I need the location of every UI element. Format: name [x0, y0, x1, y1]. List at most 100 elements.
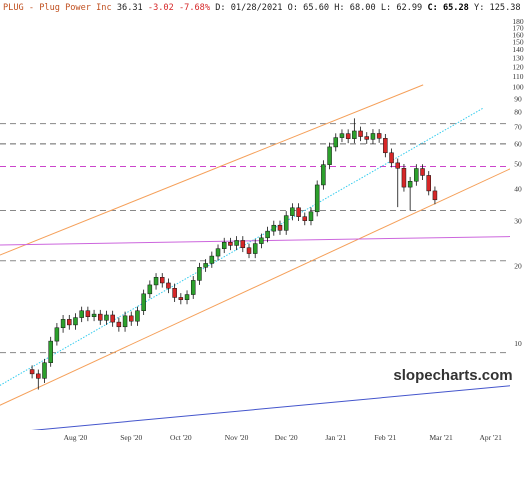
candle-body [389, 152, 394, 164]
x-tick-label: Nov '20 [225, 433, 249, 442]
candle-body [271, 224, 277, 232]
candle-body [172, 288, 177, 298]
candle-body [302, 216, 308, 221]
close: C: 65.28 [427, 3, 468, 13]
y-tick-label: 90 [514, 94, 522, 103]
header: PLUG - Plug Power Inc 36.31 -3.02 -7.68%… [3, 3, 521, 13]
y-tick-label: 180 [512, 17, 524, 26]
candle-body [383, 138, 388, 154]
y-tick-label: 140 [512, 45, 524, 54]
candle-body [327, 146, 332, 165]
candle-body [265, 230, 270, 239]
plot-area [0, 84, 510, 430]
candle-body [395, 162, 400, 169]
candle-body [122, 315, 128, 328]
trendline [0, 168, 510, 406]
candle-body [240, 240, 246, 249]
y-tick-label: 80 [514, 107, 522, 116]
candle-body [91, 313, 97, 317]
candle-body [135, 310, 140, 322]
candle-body [79, 310, 84, 318]
candle-body [209, 255, 215, 264]
candle-body [36, 373, 41, 379]
candle-body [426, 175, 431, 192]
x-tick-label: Jan '21 [325, 433, 346, 442]
candle-body [339, 133, 345, 138]
y-tick-label: 150 [512, 37, 524, 46]
low: L: 62.99 [381, 3, 422, 13]
candle-body [259, 237, 264, 244]
x-tick-label: Oct '20 [170, 433, 192, 442]
x-tick-label: Dec '20 [275, 433, 298, 442]
last-price: 36.31 [117, 3, 143, 13]
high: H: 68.00 [334, 3, 375, 13]
candle-body [277, 224, 283, 231]
candle-body [98, 313, 103, 321]
date: D: 01/28/2021 [215, 3, 282, 13]
trendline [0, 84, 424, 256]
candle-body [252, 243, 258, 254]
y-tick-label: 100 [512, 83, 524, 92]
y-tick-label: 20 [514, 262, 522, 271]
candle-body [54, 327, 60, 342]
candle-body [352, 130, 357, 139]
candle-body [29, 369, 35, 375]
candle-body [153, 277, 159, 286]
change: -3.02 [148, 3, 174, 13]
candle-body [116, 321, 122, 328]
candle-body [147, 284, 153, 295]
year: Y: 125.38 [474, 3, 521, 13]
candle-body [314, 184, 320, 213]
candle-body [246, 247, 252, 254]
y-tick-label: 60 [514, 139, 522, 148]
candle-body [290, 207, 295, 216]
candle-body [321, 164, 326, 186]
x-tick-label: Aug '20 [64, 433, 88, 442]
candle-body [370, 133, 376, 140]
candle-body [432, 190, 438, 201]
candle-body [190, 280, 196, 295]
trendline [31, 385, 510, 430]
candle-body [234, 240, 239, 246]
y-tick-label: 10 [514, 339, 522, 348]
symbol: PLUG - Plug Power Inc [3, 3, 112, 13]
y-tick-label: 110 [513, 72, 524, 81]
candle-body [364, 136, 370, 140]
y-tick-label: 50 [514, 160, 522, 169]
candle-body [296, 207, 301, 217]
candle-body [141, 293, 146, 311]
candle-body [129, 315, 134, 322]
candle-body [308, 211, 314, 221]
x-tick-label: Feb '21 [374, 433, 396, 442]
y-tick-label: 130 [512, 53, 524, 62]
y-tick-label: 40 [514, 185, 522, 194]
candle-body [178, 297, 184, 300]
candle-body [401, 168, 407, 188]
candle-body [221, 241, 227, 249]
candle-body [159, 277, 165, 284]
candle-body [197, 267, 202, 281]
y-tick-label: 170 [512, 24, 524, 33]
candle-body [110, 314, 115, 323]
candle-body [203, 263, 208, 268]
candle-body [85, 310, 91, 317]
open: O: 65.60 [288, 3, 329, 13]
candle-body [215, 248, 221, 257]
y-tick-label: 160 [512, 30, 524, 39]
candle-body [283, 215, 289, 231]
candle-body [420, 168, 425, 176]
candle-body [376, 133, 382, 139]
candle-body [345, 133, 351, 139]
change-pct: -7.68% [179, 3, 211, 13]
y-tick-label: 30 [514, 217, 522, 226]
x-tick-label: Sep '20 [120, 433, 142, 442]
candle-body [166, 282, 171, 289]
y-tick-label: 70 [514, 122, 522, 131]
candle-body [104, 314, 109, 321]
candle-body [358, 130, 363, 137]
x-tick-label: Apr '21 [480, 433, 503, 442]
candle-body [73, 317, 78, 326]
candle-body [67, 319, 72, 326]
y-tick-label: 120 [512, 62, 524, 71]
